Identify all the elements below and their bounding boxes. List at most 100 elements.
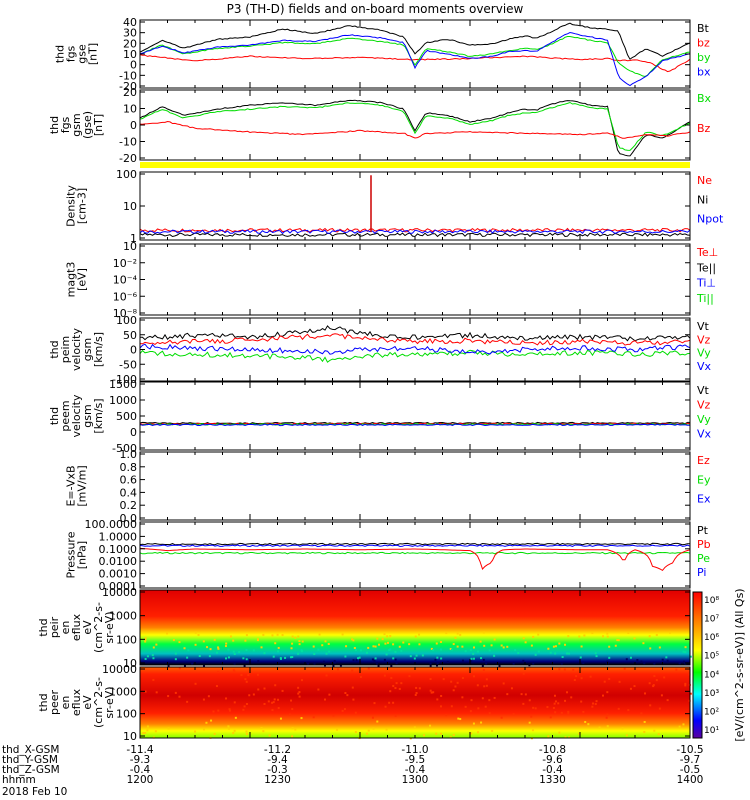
series-fgs-bz	[139, 54, 691, 73]
series-pressure-Pb	[139, 547, 691, 572]
ylabel-fgs: thd	[54, 45, 67, 63]
ylabel-vi: velocity	[70, 328, 83, 371]
legend-density-Ne: Ne	[697, 174, 712, 187]
legend-vi-Vz: Vz	[697, 333, 711, 346]
xaxis-tick-label: -11.0	[401, 744, 428, 756]
ylabel-efield: E=-VxB	[65, 465, 78, 506]
legend-pressure-Pt: Pt	[697, 524, 709, 537]
panel-frame-pressure	[139, 521, 691, 589]
legend-pressure-Pb: Pb	[697, 538, 711, 551]
series-pressure-Pt	[139, 542, 690, 546]
panel-elec-spec: 10000 1000 100 10 thdpeerenefluxeV(cm^2-s-sr…	[37, 663, 692, 743]
xaxis-row-label: thd_Y-GSM	[2, 754, 58, 766]
ylabel-elec-spec: eV	[81, 695, 94, 710]
xaxis-tick-label: -0.4	[130, 764, 151, 776]
date-label: 2018 Feb 10	[2, 786, 67, 798]
legend-efield-Ey: Ey	[697, 473, 711, 486]
xaxis-tick-label: -0.5	[680, 764, 701, 776]
xaxis-tick-label: 1230	[264, 774, 291, 786]
ytick-label: 10	[123, 730, 137, 743]
xaxis-tick-label: -9.3	[130, 754, 151, 766]
elec-spec-spectrogram	[140, 667, 690, 738]
colorbar: 10⁸ 10⁷ 10⁶ 10⁵ 10⁴ 10³ 10² 10¹ [eV/(cm^2-s-sr-e…	[692, 588, 746, 742]
legend-fgs-gsm-Bx: Bx	[697, 92, 712, 105]
series-ve-Vx	[139, 423, 691, 427]
legend-ve-Vz: Vz	[697, 399, 711, 412]
ytick-label: 0.4	[120, 486, 138, 499]
series-fgs-Bt	[139, 22, 691, 60]
ylabel-elec-spec: sr-eV)	[103, 686, 116, 718]
ylabel-elec-spec: (cm^2-s-	[92, 677, 105, 728]
legend-fgs-gsm-Bz: Bz	[697, 122, 711, 135]
ytick-label: -100	[112, 373, 137, 386]
ylabel-fgs: [nT]	[87, 43, 100, 65]
colorbar-tick: 10³	[704, 689, 719, 699]
ylabel-ve: thd	[48, 407, 61, 425]
ylabel-ve: peem	[59, 400, 72, 431]
panel-vi: 100500-50-100thdpeimvelocitygsm[km/s]VtV…	[48, 314, 712, 386]
ytick-label: 10	[123, 200, 137, 213]
ytick-label: -20	[119, 152, 137, 165]
ylabel-temp: [eV]	[76, 268, 89, 291]
xaxis-row-label: thd_Z-GSM	[2, 764, 60, 776]
legend-ve-Vt: Vt	[697, 384, 710, 397]
ylabel-fgs-gsm: thd	[48, 116, 61, 134]
xaxis-tick-label: -0.4	[542, 764, 563, 776]
series-ve-Vt	[139, 421, 690, 425]
xaxis-tick-label: -9.7	[680, 754, 701, 766]
ylabel-density: [cm-3]	[76, 188, 89, 224]
colorbar-tick: 10⁸	[704, 596, 719, 606]
xaxis-tick-label: 1300	[402, 774, 429, 786]
ylabel-density: Density	[65, 185, 78, 227]
ytick-label: -10	[119, 69, 137, 82]
ytick-label: 0	[130, 59, 137, 72]
panel-temp: 10 10⁻² 10⁻⁴ 10⁻⁶ 10⁻⁸ magt3[eV] Te⊥ Te|| Ti⊥ Ti|…	[65, 240, 719, 320]
ylabel-ion-spec: thd	[37, 618, 50, 636]
figure-title: P3 (TH-D) fields and on-board moments ov…	[227, 2, 524, 16]
ytick-label: 0.0	[120, 512, 138, 525]
ytick-label: 100	[116, 168, 137, 181]
ylabel-vi: [km/s]	[92, 332, 105, 367]
ytick-label: 10⁻⁴	[113, 274, 138, 287]
legend-temp-Ti||: Ti||	[696, 292, 714, 305]
ylabel-ion-spec: sr-eV)	[103, 611, 116, 643]
series-density-Ne	[139, 227, 691, 233]
series-fgs-gsm-Bz	[139, 120, 691, 139]
xaxis-tick-label: -9.6	[542, 754, 563, 766]
ylabel-vi: thd	[48, 340, 61, 358]
ytick-label: 1000	[109, 610, 137, 623]
series-vi-Vt	[139, 325, 691, 342]
ytick-label: 1000	[109, 394, 137, 407]
legend-fgs-by: by	[697, 51, 711, 64]
ytick-label: -10	[119, 136, 137, 149]
ytick-label: 0.0010	[99, 568, 138, 581]
ytick-label: 0.8	[120, 461, 138, 474]
series-vi-Vz	[139, 333, 691, 346]
ytick-label: 0.0001	[99, 580, 138, 593]
colorbar-label: [eV/(cm^2-s-sr-eV)] (All Qs)	[733, 588, 746, 741]
ytick-label: 0	[130, 344, 137, 357]
series-pressure-Pe	[139, 551, 691, 555]
ylabel-ion-spec: peir	[48, 616, 61, 638]
ylabel-elec-spec: eflux	[70, 688, 83, 716]
ylabel-vi: peim	[59, 336, 72, 364]
xaxis-tick-label: -10.5	[676, 744, 703, 756]
ylabel-fgs: gse	[76, 44, 89, 64]
legend-fgs-Bt: Bt	[697, 22, 710, 35]
ylabel-efield: [mV/m]	[76, 465, 89, 506]
ylabel-ion-spec: (cm^2-s-	[92, 602, 105, 653]
ytick-label: 10⁻⁶	[113, 290, 138, 303]
colorbar-tick: 10⁷	[704, 615, 719, 625]
legend-density-Ni: Ni	[697, 193, 708, 206]
xaxis-tick-label: -0.3	[267, 764, 288, 776]
ytick-label: 0	[130, 119, 137, 132]
legend-density-Npot: Npot	[697, 213, 724, 226]
ytick-label: 10	[123, 657, 137, 670]
legend-vi-Vt: Vt	[697, 320, 710, 333]
ytick-label: 1000	[109, 685, 137, 698]
colorbar-tick: 10²	[704, 707, 719, 717]
